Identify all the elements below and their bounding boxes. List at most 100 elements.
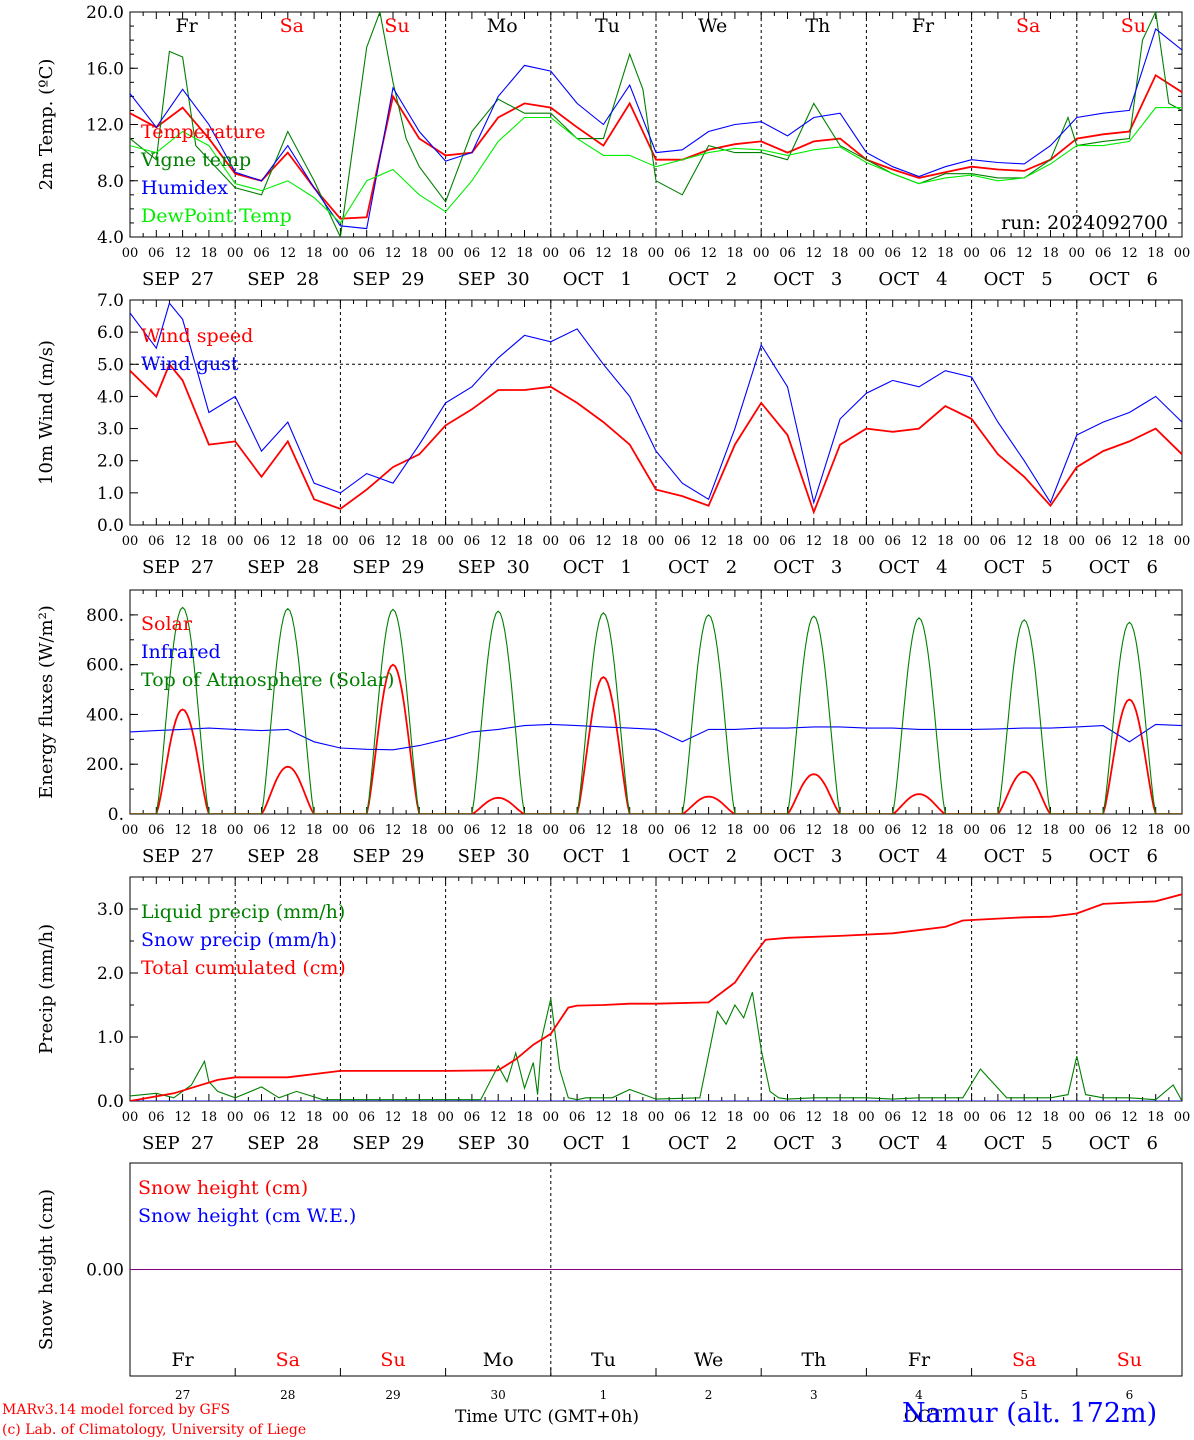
hour-tick-label: 06	[1095, 1110, 1112, 1125]
hour-tick-label: 12	[1016, 534, 1033, 549]
hour-tick-label: 00	[227, 246, 244, 261]
date-label: OCT 6	[1089, 1133, 1158, 1154]
hour-tick-label: 00	[858, 823, 875, 838]
hour-tick-label: 06	[148, 534, 165, 549]
legend-snow-height-cm-w-e-: Snow height (cm W.E.)	[138, 1205, 356, 1227]
hour-tick-label: 00	[1174, 534, 1191, 549]
date-label: SEP 28	[247, 557, 319, 578]
hour-tick-label: 12	[490, 534, 507, 549]
weekday-label: Sa	[1012, 1349, 1036, 1371]
hour-tick-label: 06	[464, 1110, 481, 1125]
series-line-1	[130, 302, 1182, 505]
hour-tick-label: 00	[122, 1110, 139, 1125]
y-tick-label: 5.0	[97, 355, 124, 375]
date-label: SEP 30	[458, 1133, 530, 1154]
hour-tick-label: 06	[253, 1110, 270, 1125]
series-line-0	[130, 663, 1182, 814]
hour-tick-label: 00	[227, 534, 244, 549]
y-tick-label: 600.	[86, 656, 124, 676]
date-label: SEP 30	[458, 557, 530, 578]
day-number-label: 2	[705, 1388, 713, 1402]
weekday-label: We	[698, 15, 727, 37]
hour-tick-label: 12	[385, 246, 402, 261]
hour-tick-label: 18	[727, 246, 744, 261]
hour-tick-label: 00	[1174, 823, 1191, 838]
date-label: SEP 29	[352, 557, 424, 578]
hour-tick-label: 18	[306, 1110, 323, 1125]
legend-temperature: Temperature	[141, 121, 265, 143]
hour-tick-label: 00	[332, 534, 349, 549]
hour-tick-label: 18	[306, 534, 323, 549]
hour-tick-label: 12	[911, 823, 928, 838]
legend-dewpoint-temp: DewPoint Temp	[141, 205, 292, 227]
hour-tick-label: 12	[280, 1110, 297, 1125]
hour-tick-label: 00	[648, 246, 665, 261]
series-group	[130, 12, 1182, 237]
series-line-2	[130, 893, 1182, 1101]
hour-tick-label: 00	[963, 534, 980, 549]
date-label: OCT 1	[563, 269, 632, 290]
hour-tick-label: 00	[227, 1110, 244, 1125]
hour-tick-label: 00	[437, 246, 454, 261]
hour-tick-label: 18	[727, 1110, 744, 1125]
date-label: OCT 1	[563, 1133, 632, 1154]
hour-tick-label: 12	[385, 823, 402, 838]
y-tick-label: 6.0	[97, 323, 124, 343]
hour-tick-label: 12	[385, 534, 402, 549]
credit-line: (c) Lab. of Climatology, University of L…	[2, 1422, 307, 1438]
y-tick-label: 4.0	[97, 387, 124, 407]
hour-tick-label: 06	[464, 246, 481, 261]
date-label: SEP 29	[352, 846, 424, 867]
hour-tick-label: 18	[832, 246, 849, 261]
hour-tick-label: 18	[306, 246, 323, 261]
hour-tick-label: 12	[700, 534, 717, 549]
legend-liquid-precip-mm-h-: Liquid precip (mm/h)	[141, 901, 345, 923]
hour-tick-label: 00	[122, 534, 139, 549]
hour-tick-label: 18	[1147, 246, 1164, 261]
date-label: OCT 5	[984, 846, 1053, 867]
y-tick-label: 7.0	[97, 291, 124, 311]
hour-tick-label: 00	[543, 246, 560, 261]
date-label: OCT 2	[668, 557, 737, 578]
model-line: MARv3.14 model forced by GFS	[2, 1402, 231, 1418]
hour-tick-label: 18	[306, 823, 323, 838]
day-number-label: 29	[385, 1388, 400, 1402]
hour-tick-label: 06	[569, 246, 586, 261]
y-tick-label: 400.	[86, 705, 124, 725]
hour-tick-label: 18	[1147, 1110, 1164, 1125]
weekday-label: We	[694, 1349, 723, 1371]
series-group	[130, 302, 1182, 515]
hour-tick-label: 18	[1042, 246, 1059, 261]
hour-tick-label: 00	[437, 823, 454, 838]
hour-tick-label: 12	[911, 1110, 928, 1125]
y-tick-label: 2.0	[97, 452, 124, 472]
hour-tick-label: 00	[648, 823, 665, 838]
date-label: SEP 27	[142, 269, 214, 290]
day-number-label: 5	[1020, 1388, 1028, 1402]
y-axis-title: 10m Wind (m/s)	[36, 340, 57, 485]
hour-tick-label: 18	[1042, 1110, 1059, 1125]
hour-tick-label: 18	[411, 246, 428, 261]
hour-tick-label: 12	[911, 534, 928, 549]
series-line-2	[130, 27, 1182, 230]
weekday-label: Tu	[591, 1349, 616, 1371]
date-label: OCT 3	[773, 269, 842, 290]
hour-tick-label: 00	[543, 823, 560, 838]
hour-tick-label: 06	[1095, 534, 1112, 549]
weekday-label: Su	[1121, 15, 1146, 37]
series-line-1	[130, 723, 1182, 751]
y-axis-title: Snow height (cm)	[36, 1189, 57, 1350]
day-number-label: 28	[280, 1388, 295, 1402]
hour-tick-label: 18	[621, 246, 638, 261]
weekday-label: Sa	[280, 15, 304, 37]
weekday-label: Mo	[483, 1349, 514, 1371]
date-label: OCT 1	[563, 557, 632, 578]
legend-vigne-temp: Vigne temp	[140, 149, 251, 171]
hour-tick-label: 18	[516, 534, 533, 549]
weekday-label: Fr	[175, 15, 198, 37]
run-label: run: 2024092700	[1001, 212, 1168, 234]
date-label: SEP 29	[352, 1133, 424, 1154]
hour-tick-label: 06	[1095, 823, 1112, 838]
series-line-2	[130, 606, 1182, 814]
